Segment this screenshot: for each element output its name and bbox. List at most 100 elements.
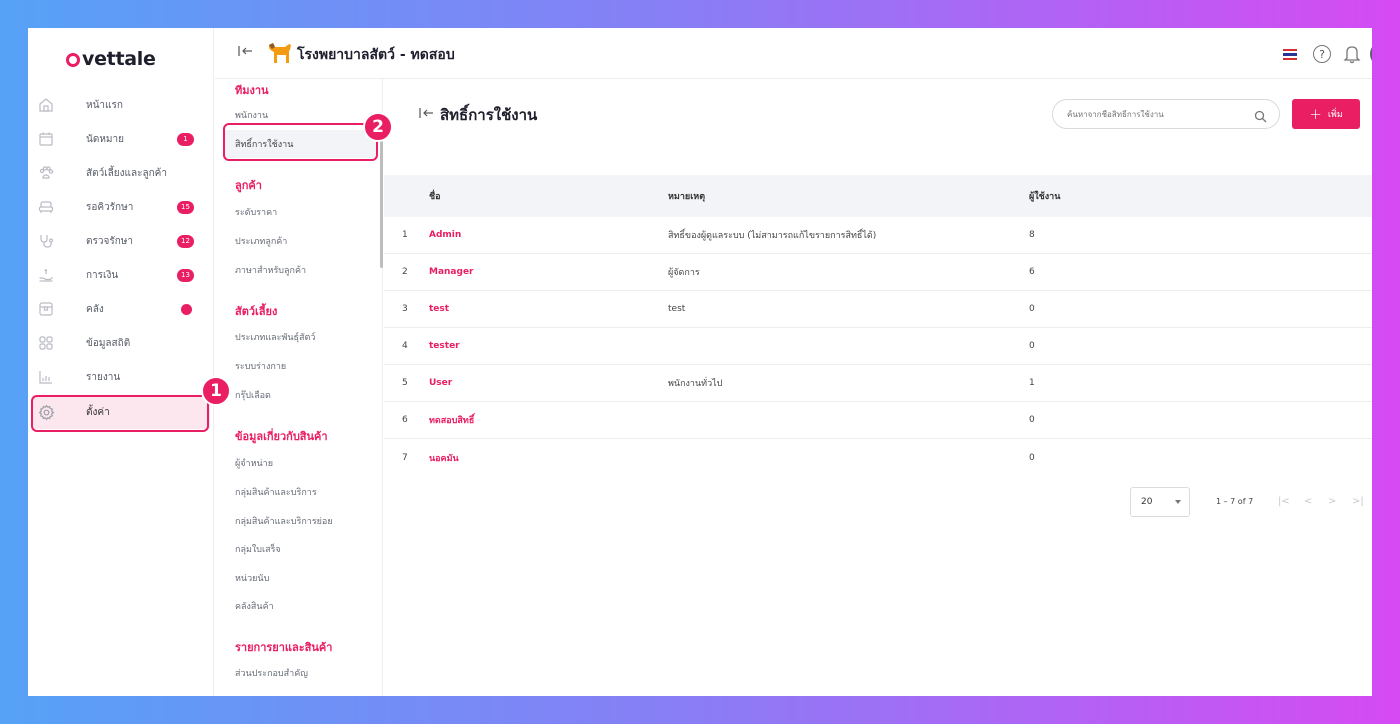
nav-label: นัดหมาย (86, 133, 124, 145)
box-icon (36, 299, 56, 319)
nav-label: สัตว์เลี้ยงและลูกค้า (86, 167, 167, 179)
submenu-section-title: ข้อมูลเกี่ยวกับสินค้า (235, 430, 328, 443)
submenu-item-customer-type[interactable]: ประเภทลูกค้า (235, 237, 288, 247)
table-row[interactable]: 4 tester 0 (384, 328, 1372, 365)
search-input[interactable] (1067, 109, 1247, 119)
submenu-item-price-level[interactable]: ระดับราคา (235, 208, 278, 218)
permission-note: test (668, 304, 686, 314)
table-row[interactable]: 5 User พนักงานทั่วไป 1 (384, 365, 1372, 402)
permission-name-link[interactable]: ทดสอบสิทธิ์ (429, 416, 475, 426)
paw-icon (36, 163, 56, 183)
nav-label: รอคิวรักษา (86, 201, 134, 213)
nav-label: ข้อมูลสถิติ (86, 337, 131, 349)
submenu-item-supplier[interactable]: ผู้จำหน่าย (235, 459, 274, 469)
permission-name-link[interactable]: User (429, 378, 453, 388)
thai-flag-icon[interactable] (1283, 49, 1297, 60)
nav-item-reports[interactable]: รายงาน (32, 360, 210, 394)
first-page-icon[interactable]: |< (1278, 496, 1290, 507)
count-badge: 15 (177, 200, 194, 214)
column-header-name[interactable]: ชื่อ (429, 192, 441, 202)
nav-label: ตั้งค่า (86, 406, 110, 418)
nav-item-home[interactable]: หน้าแรก (32, 88, 210, 122)
table-row[interactable]: 6 ทดสอบสิทธิ์ 0 (384, 402, 1372, 439)
bell-icon[interactable] (1343, 44, 1361, 68)
bar-chart-icon (36, 367, 56, 387)
count-badge: 12 (177, 234, 194, 248)
avatar[interactable] (1370, 41, 1372, 67)
user-count: 0 (1029, 304, 1035, 314)
nav-label: ตรวจรักษา (86, 235, 133, 247)
submenu-item-product-group[interactable]: กลุ่มสินค้าและบริการ (235, 488, 317, 498)
submenu-item-species-breed[interactable]: ประเภทและพันธุ์สัตว์ (235, 333, 316, 343)
row-index: 3 (402, 304, 408, 314)
nav-label: คลัง (86, 303, 104, 315)
nav-item-treatment[interactable]: ตรวจรักษา 12 (32, 224, 210, 258)
nav-item-finance[interactable]: การเงิน 13 (32, 258, 210, 292)
step-marker-1: 1 (201, 376, 231, 406)
chevron-down-icon (1175, 500, 1181, 504)
last-page-icon[interactable]: >| (1352, 496, 1364, 507)
search-icon[interactable] (1254, 108, 1267, 127)
count-badge: 1 (177, 132, 194, 146)
app-window: vettale หน้าแรก นัดหมาย 1 สัตว์เลี้ยงและ… (28, 28, 1372, 696)
pagination: 20 1 – 7 of 7 |< < > >| (1130, 487, 1370, 517)
table-row[interactable]: 2 Manager ผู้จัดการ 6 (384, 254, 1372, 291)
permission-name-link[interactable]: test (429, 304, 450, 314)
submenu-item-customer-language[interactable]: ภาษาสำหรับลูกค้า (235, 266, 307, 276)
submenu-item-receipt-group[interactable]: กลุ่มใบเสร็จ (235, 545, 281, 555)
add-button-label: เพิ่ม (1327, 110, 1343, 120)
nav-item-statistics[interactable]: ข้อมูลสถิติ (32, 326, 210, 360)
row-index: 4 (402, 341, 408, 351)
step-marker-2: 2 (363, 112, 393, 142)
previous-page-icon[interactable]: < (1304, 496, 1313, 507)
home-icon (36, 95, 56, 115)
nav-item-waiting-queue[interactable]: รอคิวรักษา 15 (32, 190, 210, 224)
submenu-scrollbar[interactable] (380, 138, 383, 268)
table-row[interactable]: 3 test test 0 (384, 291, 1372, 328)
clinic-title: โรงพยาบาลสัตว์ - ทดสอบ (297, 47, 455, 63)
count-badge: 13 (177, 268, 194, 282)
submenu-item-unit[interactable]: หน่วยนับ (235, 574, 270, 584)
table-row[interactable]: 1 Admin สิทธิ์ของผู้ดูแลระบบ (ไม่สามารถแ… (384, 217, 1372, 254)
submenu-section-title: ทีมงาน (235, 84, 269, 97)
permissions-table: ชื่อ หมายเหตุ ผู้ใช้งาน 1 Admin สิทธิ์ขอ… (384, 175, 1372, 476)
page-title: สิทธิ์การใช้งาน (440, 106, 538, 124)
nav-item-settings[interactable]: ตั้งค่า (32, 395, 210, 429)
collapse-sidebar-icon[interactable] (237, 44, 253, 62)
user-count: 0 (1029, 452, 1035, 463)
payment-hand-icon (36, 265, 56, 285)
nav-item-appointments[interactable]: นัดหมาย 1 (32, 122, 210, 156)
column-header-users[interactable]: ผู้ใช้งาน (1029, 192, 1061, 202)
submenu-section-title: ลูกค้า (235, 179, 262, 192)
search-field[interactable] (1052, 99, 1280, 129)
row-index: 1 (402, 230, 408, 240)
nav-label: รายงาน (86, 371, 121, 383)
submenu-item-key-ingredient[interactable]: ส่วนประกอบสำคัญ (235, 669, 308, 679)
permission-name-link[interactable]: นอคมัน (429, 453, 459, 464)
help-icon[interactable]: ? (1313, 45, 1331, 63)
nav-item-inventory[interactable]: คลัง (32, 292, 210, 326)
nav-item-pets-customers[interactable]: สัตว์เลี้ยงและลูกค้า (32, 156, 210, 190)
submenu-item-permissions[interactable]: สิทธิ์การใช้งาน (223, 130, 377, 158)
column-header-note[interactable]: หมายเหตุ (668, 192, 706, 202)
permission-note: ผู้จัดการ (668, 268, 700, 278)
nav-label: การเงิน (86, 269, 119, 281)
next-page-icon[interactable]: > (1328, 496, 1337, 507)
submenu-item-staff[interactable]: พนักงาน (235, 111, 269, 121)
permission-name-link[interactable]: Admin (429, 230, 462, 240)
plus-icon: + (1309, 105, 1322, 123)
submenu-item-product-subgroup[interactable]: กลุ่มสินค้าและบริการย่อย (235, 517, 333, 527)
permission-name-link[interactable]: Manager (429, 267, 474, 277)
page-size-select[interactable]: 20 (1130, 487, 1190, 517)
submenu-item-body-system[interactable]: ระบบร่างกาย (235, 362, 287, 372)
back-collapse-icon[interactable] (418, 106, 434, 124)
table-row[interactable]: 7 นอคมัน 0 (384, 439, 1372, 476)
add-button[interactable]: + เพิ่ม (1292, 99, 1360, 129)
page-size-value: 20 (1141, 497, 1153, 507)
user-count: 6 (1029, 267, 1035, 277)
stethoscope-icon (36, 231, 56, 251)
user-count: 0 (1029, 341, 1035, 351)
submenu-item-warehouse[interactable]: คลังสินค้า (235, 602, 274, 612)
submenu-item-blood-type[interactable]: กรุ๊ปเลือด (235, 391, 271, 401)
permission-name-link[interactable]: tester (429, 341, 460, 351)
